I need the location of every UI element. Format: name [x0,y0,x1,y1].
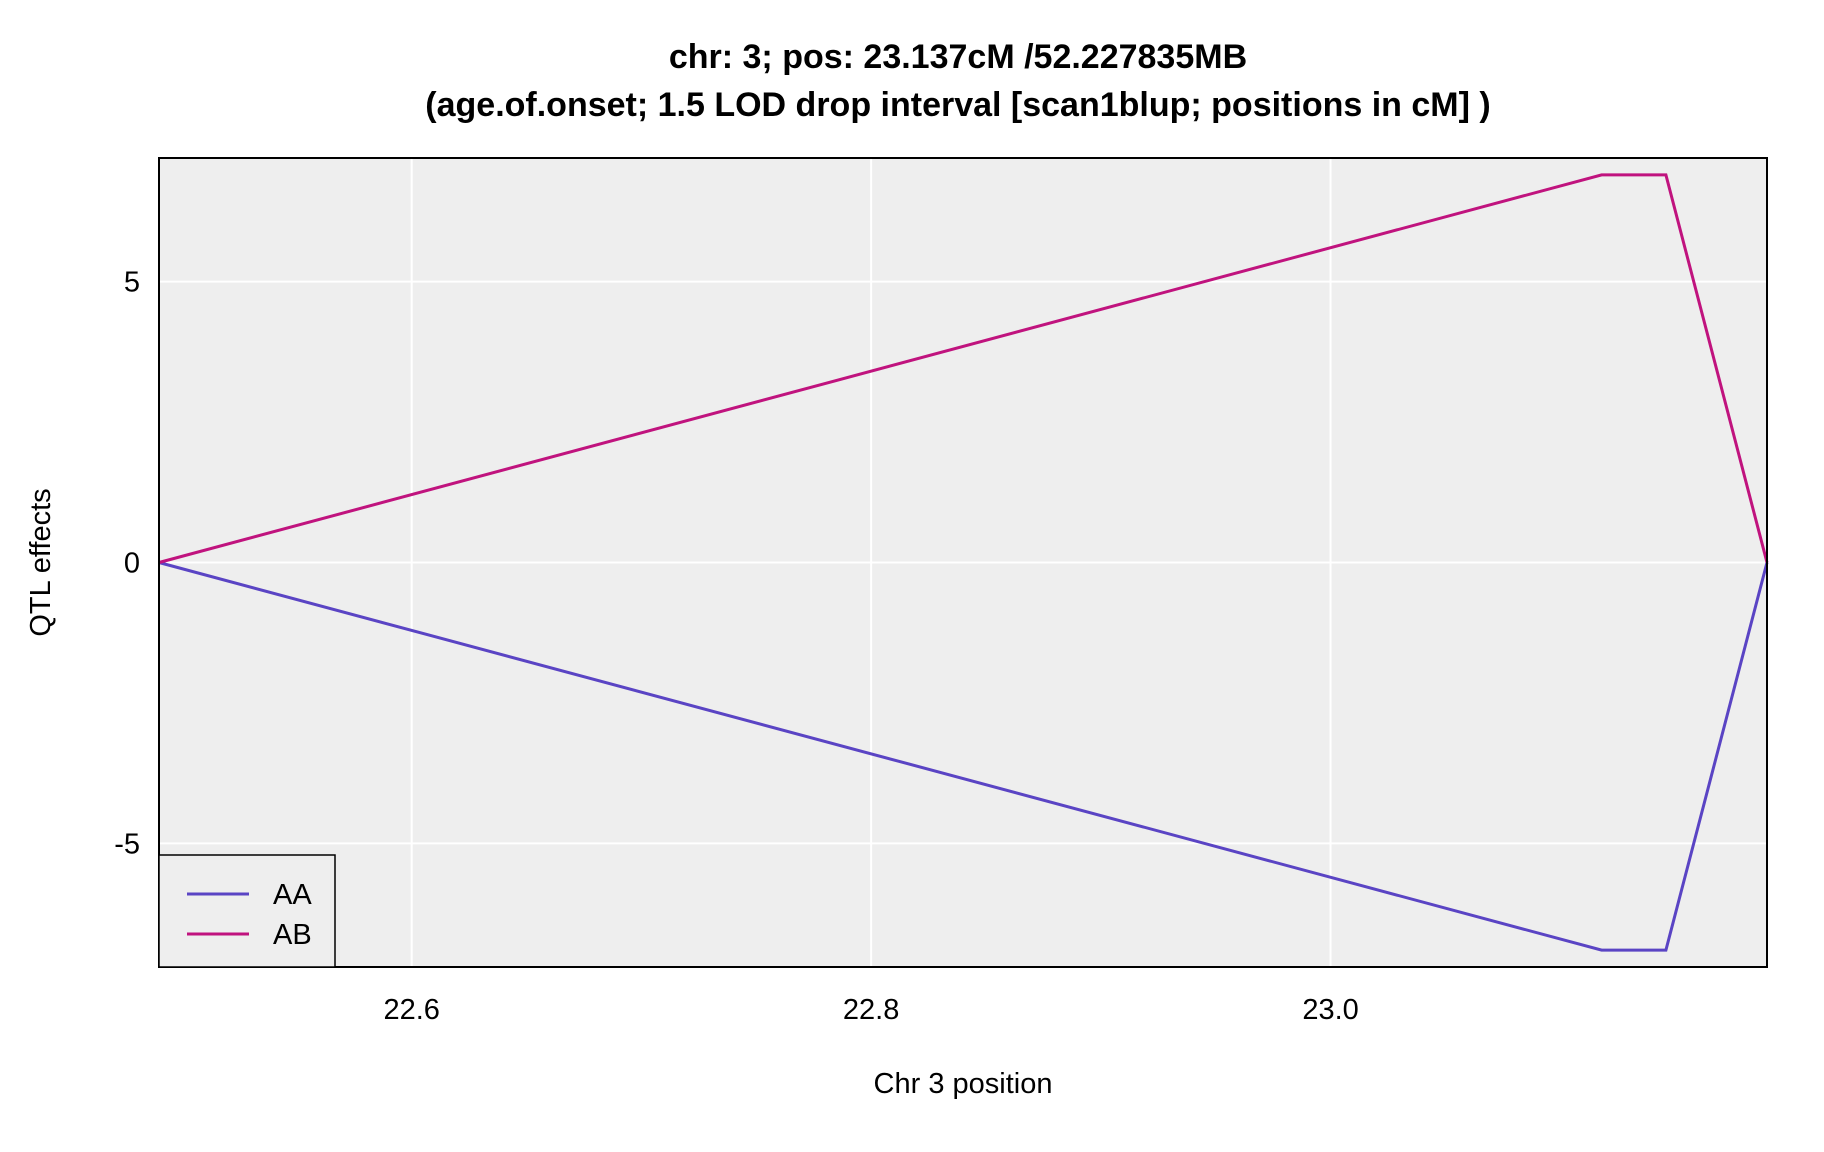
plot-frame [158,157,1768,968]
legend-box [158,854,336,968]
legend: AA AB [158,854,336,968]
x-tick-label: 22.8 [843,994,899,1026]
series-lines [158,173,1769,952]
legend-label-ab: AB [273,919,312,951]
chart-subtitle: (age.of.onset; 1.5 LOD drop interval [sc… [425,86,1490,124]
y-axis-label: QTL effects [25,488,57,636]
x-tick-label: 23.0 [1302,994,1358,1026]
axis-ticks: 22.6 22.8 23.0 -5 0 5 [114,267,1359,1026]
series-line-ab [158,173,1769,564]
y-tick-label: 5 [124,267,140,299]
x-tick-label: 22.6 [383,994,439,1026]
series-line-aa [158,561,1769,952]
y-tick-label: 0 [124,548,140,580]
x-axis-label: Chr 3 position [874,1068,1053,1100]
y-tick-label: -5 [114,828,140,860]
grid-lines [159,158,1767,967]
legend-label-aa: AA [273,879,312,911]
chart-title: chr: 3; pos: 23.137cM /52.227835MB [669,38,1247,76]
